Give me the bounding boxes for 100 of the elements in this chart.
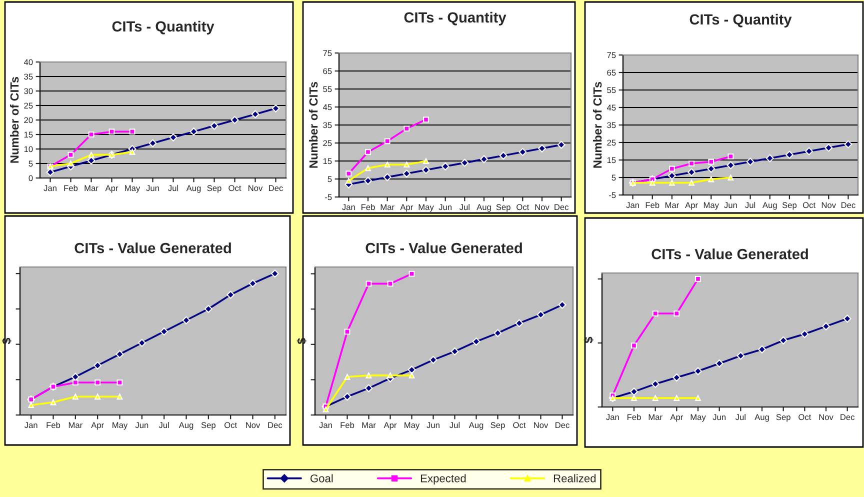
x-tick-label: Oct xyxy=(802,202,816,208)
x-tick-label: Dec xyxy=(554,204,569,210)
x-tick-label: Oct xyxy=(798,414,812,420)
x-tick-label: May xyxy=(125,185,140,193)
x-tick-label: Jan xyxy=(606,414,619,420)
x-tick-label: Jun xyxy=(724,202,737,208)
y-tick-label: 40 xyxy=(24,59,33,66)
x-tick-label: Mar xyxy=(362,422,376,428)
y-tick-label: 30 xyxy=(24,88,33,94)
x-tick-label: Jan xyxy=(626,202,639,208)
x-tick-label: Jul xyxy=(450,422,460,428)
chart-title: CITs - Value Generated xyxy=(366,242,522,254)
x-tick-label: Mar xyxy=(380,204,394,210)
legend-label: Goal xyxy=(310,474,333,482)
x-tick-label: Nov xyxy=(819,414,834,420)
x-tick-label: Aug xyxy=(468,422,484,430)
x-tick-label: Sep xyxy=(496,204,510,212)
y-tick-label: 75 xyxy=(323,50,332,56)
y-tick-label: 35 xyxy=(607,122,616,128)
x-tick-label: Jul xyxy=(158,422,169,428)
x-tick-label: Mar xyxy=(648,414,662,420)
x-tick-label: Sep xyxy=(490,422,505,430)
x-tick-label: Jan xyxy=(342,204,355,210)
x-tick-label: May xyxy=(418,204,434,212)
x-tick-label: Dec xyxy=(841,202,856,208)
chart-title: CITs - Value Generated xyxy=(652,248,808,260)
legend-label: Expected xyxy=(420,474,466,485)
x-tick-label: May xyxy=(704,202,719,210)
x-tick-label: Dec xyxy=(556,422,570,428)
x-tick-label: Aug xyxy=(762,202,777,210)
y-tick-label: 55 xyxy=(607,87,616,94)
x-tick-label: Jan xyxy=(44,185,56,192)
x-tick-label: Apr xyxy=(91,422,104,430)
y-tick-label: 65 xyxy=(323,68,332,74)
x-tick-label: Nov xyxy=(248,185,263,192)
x-tick-label: Aug xyxy=(476,204,491,212)
y-tick-label: -5 xyxy=(325,194,332,200)
chart-title: CITs - Value Generated xyxy=(74,242,231,254)
x-tick-label: Mar xyxy=(84,185,98,192)
x-tick-label: Jul xyxy=(168,184,178,192)
y-tick-label: 5 xyxy=(28,160,33,167)
x-tick-label: Sep xyxy=(782,202,797,210)
x-tick-label: Feb xyxy=(628,414,641,420)
y-tick-label: 45 xyxy=(322,104,332,110)
y-axis-title: $ xyxy=(296,338,306,344)
x-tick-label: May xyxy=(690,414,706,422)
y-tick-label: 5 xyxy=(612,174,616,181)
x-tick-label: Jun xyxy=(426,422,440,428)
x-tick-label: Apr xyxy=(685,202,698,210)
x-tick-label: Apr xyxy=(384,422,397,430)
x-tick-label: Jul xyxy=(735,414,746,420)
x-tick-label: Aug xyxy=(754,414,769,422)
x-tick-label: Jan xyxy=(24,422,38,428)
x-tick-label: Mar xyxy=(68,422,82,428)
x-tick-label: Feb xyxy=(362,204,375,210)
y-tick-label: 10 xyxy=(24,146,33,152)
y-tick-label: 15 xyxy=(24,132,33,138)
chart-title: CITs - Quantity xyxy=(404,12,506,26)
x-tick-label: Aug xyxy=(178,422,194,430)
y-axis-title: Number of CITs xyxy=(10,76,19,163)
x-tick-label: Aug xyxy=(186,185,201,193)
y-tick-label: 55 xyxy=(323,86,332,92)
x-tick-label: Oct xyxy=(224,422,238,428)
x-tick-label: Sep xyxy=(776,414,790,422)
x-tick-label: Jan xyxy=(319,422,332,428)
y-tick-label: 20 xyxy=(24,117,33,124)
x-tick-label: Jun xyxy=(135,422,148,428)
x-tick-label: May xyxy=(112,422,128,430)
y-tick-label: 45 xyxy=(606,104,616,111)
y-tick-label: 65 xyxy=(607,70,616,76)
y-tick-label: 25 xyxy=(323,140,332,146)
x-tick-label: Nov xyxy=(822,202,836,208)
y-tick-label: 15 xyxy=(607,157,616,164)
x-tick-label: Nov xyxy=(535,204,550,210)
x-tick-label: Dec xyxy=(840,414,855,420)
y-tick-label: -5 xyxy=(609,192,616,198)
x-tick-label: Mar xyxy=(665,202,679,208)
chart-title: CITs - Quantity xyxy=(112,20,214,34)
x-tick-label: May xyxy=(404,422,420,430)
x-tick-label: Feb xyxy=(646,202,660,208)
x-tick-label: Oct xyxy=(513,422,526,428)
x-tick-label: Apr xyxy=(105,185,118,193)
x-tick-label: Feb xyxy=(46,422,60,428)
y-tick-label: 35 xyxy=(323,122,332,128)
y-axis-title: Number of CITs xyxy=(309,82,318,168)
x-tick-label: Feb xyxy=(64,184,78,192)
y-axis-title: Number of CITs xyxy=(593,82,602,168)
y-tick-label: 15 xyxy=(323,158,332,164)
x-tick-label: Dec xyxy=(269,185,283,192)
x-tick-label: Jul xyxy=(459,204,470,210)
x-tick-label: Apr xyxy=(400,204,414,212)
x-tick-label: Feb xyxy=(340,422,354,428)
x-tick-label: Nov xyxy=(534,422,548,428)
y-tick-label: 35 xyxy=(24,74,33,80)
y-axis-title: $ xyxy=(584,336,594,344)
y-tick-label: 25 xyxy=(607,140,616,146)
x-tick-label: Nov xyxy=(246,422,260,428)
x-tick-label: Sep xyxy=(207,185,222,193)
legend-label: Realized xyxy=(554,474,596,482)
x-tick-label: Oct xyxy=(516,204,530,210)
